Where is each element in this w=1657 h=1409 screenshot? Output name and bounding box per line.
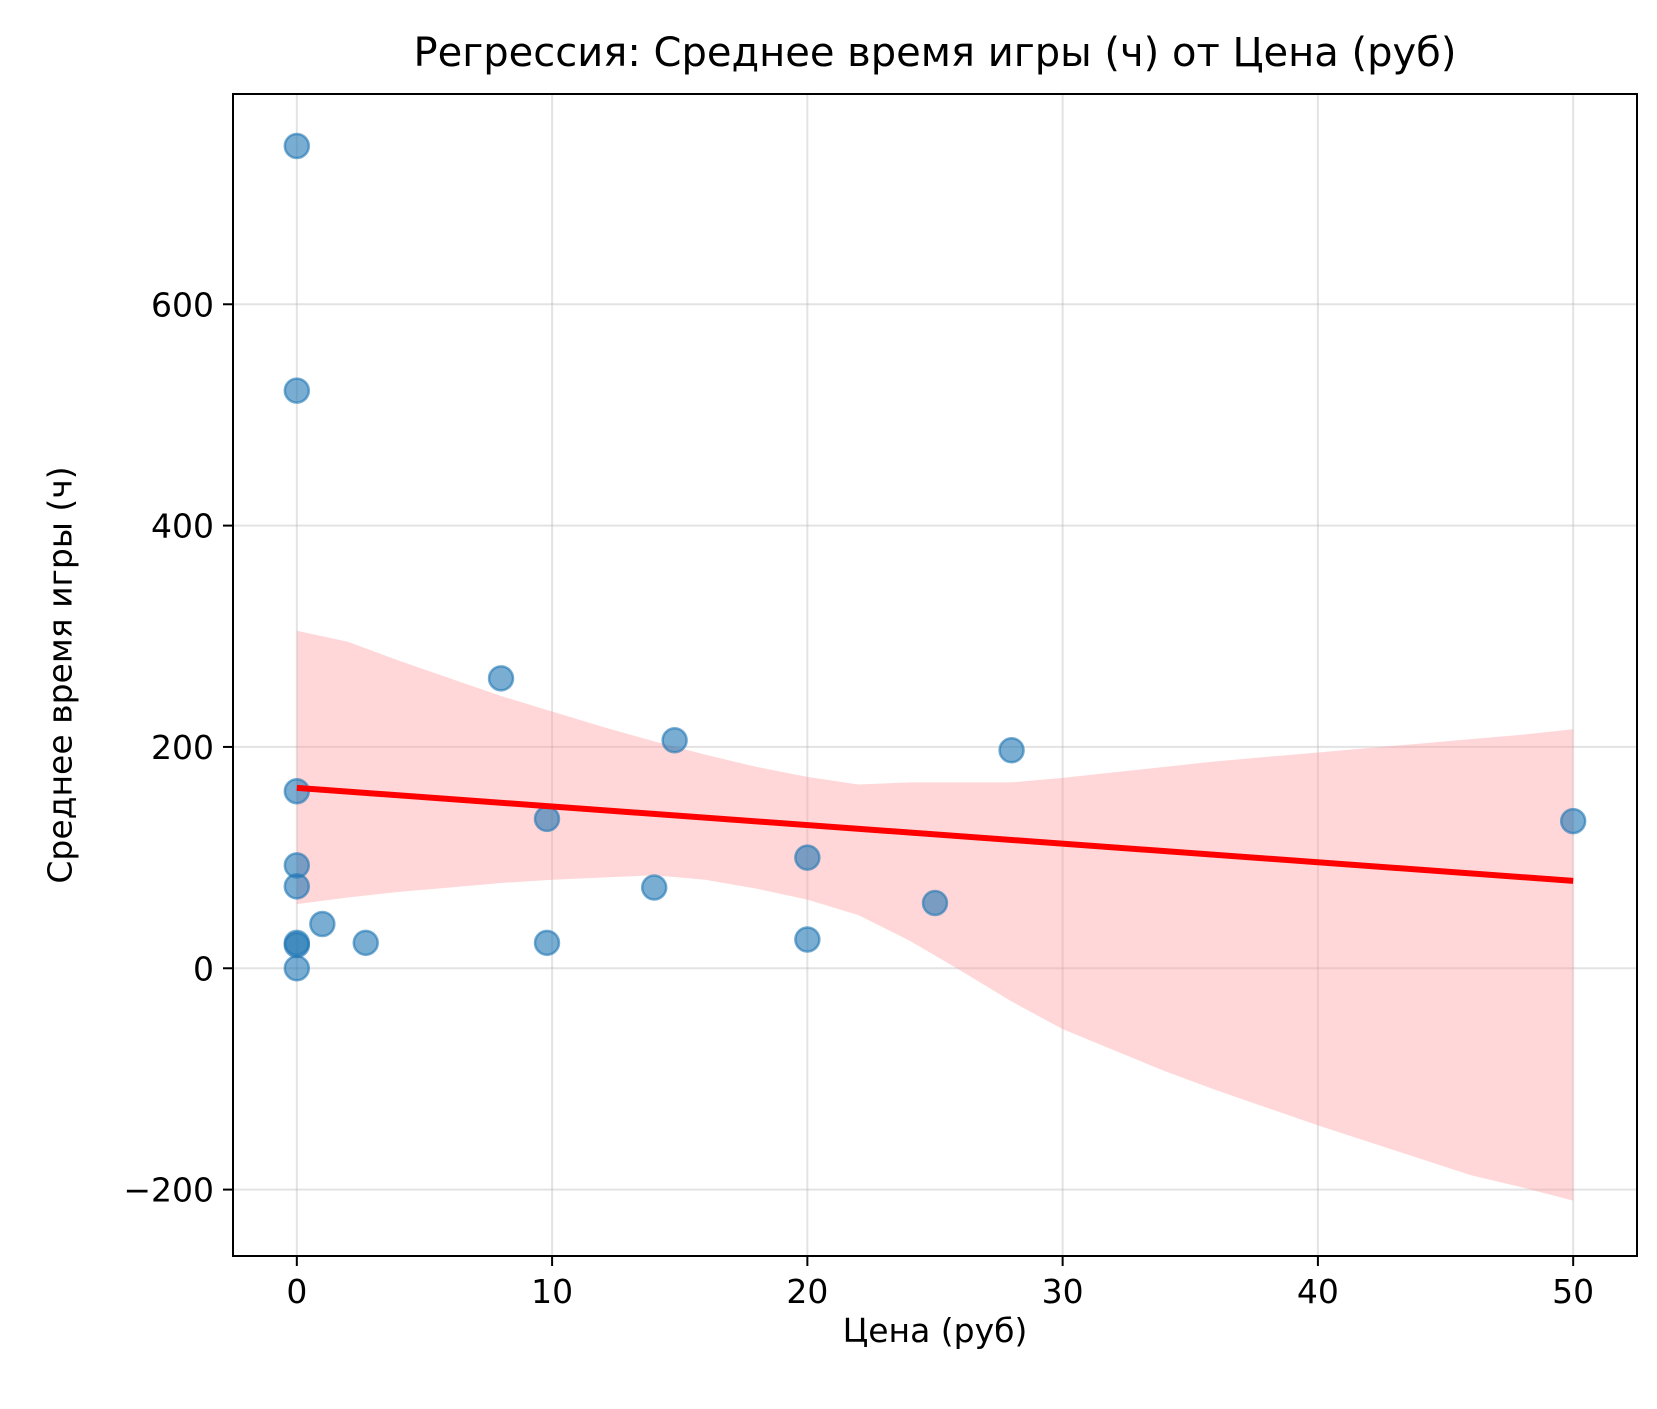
scatter-point bbox=[998, 737, 1025, 764]
scatter-point bbox=[283, 132, 311, 160]
plot-frame bbox=[232, 93, 1638, 1257]
scatter-point bbox=[283, 931, 311, 959]
x-tick-label: 30 bbox=[1042, 1272, 1084, 1311]
y-tick-label: 0 bbox=[193, 949, 214, 988]
y-axis-label: Среднее время игры (ч) bbox=[41, 466, 80, 883]
x-tick-label: 50 bbox=[1552, 1272, 1594, 1311]
scatter-point bbox=[661, 727, 688, 754]
x-axis-label: Цена (руб) bbox=[843, 1311, 1028, 1350]
x-tick-label: 0 bbox=[286, 1272, 307, 1311]
scatter-points bbox=[283, 132, 1587, 982]
regression-line-layer bbox=[296, 784, 1574, 884]
scatter-point bbox=[352, 929, 379, 957]
scatter-point bbox=[640, 874, 668, 901]
axis-ticks: 0 10 20 30 40 50 −200 0 200 400 600 bbox=[123, 285, 1594, 1311]
scatter-point bbox=[309, 910, 336, 938]
scatter-point bbox=[794, 926, 821, 953]
scatter-point bbox=[921, 889, 949, 917]
grid bbox=[233, 94, 1637, 1256]
scatter-point bbox=[283, 955, 311, 982]
scatter-point bbox=[1559, 807, 1587, 835]
regression-line bbox=[296, 784, 1574, 884]
scatter-point bbox=[794, 844, 821, 871]
y-tick-label: 600 bbox=[151, 285, 214, 324]
x-tick-label: 20 bbox=[786, 1272, 828, 1311]
scatter-point bbox=[487, 665, 515, 692]
y-tick-label: −200 bbox=[123, 1171, 214, 1210]
x-tick-label: 10 bbox=[531, 1272, 573, 1311]
scatter-point bbox=[283, 873, 311, 900]
chart-title: Регрессия: Среднее время игры (ч) от Цен… bbox=[414, 30, 1457, 76]
x-tick-label: 40 bbox=[1297, 1272, 1339, 1311]
scatter-point bbox=[283, 377, 311, 404]
y-tick-label: 400 bbox=[151, 507, 214, 546]
scatter-point bbox=[533, 805, 561, 833]
scatter-point bbox=[533, 929, 561, 957]
y-tick-label: 200 bbox=[151, 728, 214, 767]
